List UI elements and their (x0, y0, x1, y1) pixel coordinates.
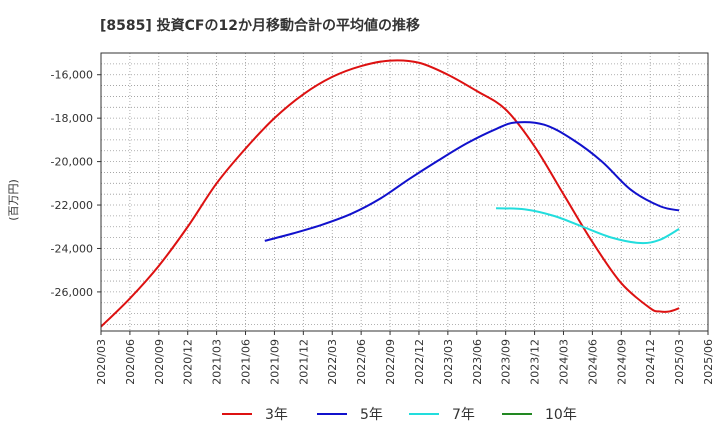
x-tick-label: 2022/12 (413, 339, 426, 385)
grid-lines (100, 52, 709, 331)
x-tick-label: 2025/06 (702, 339, 715, 385)
legend-label-3: 10年 (545, 407, 577, 423)
x-tick-label: 2022/03 (326, 339, 339, 385)
x-tick-label: 2021/12 (297, 339, 310, 385)
x-tick-label: 2020/06 (124, 339, 137, 385)
series-line-2 (495, 207, 680, 245)
legend: 3年 5年 7年 10年 (222, 407, 577, 423)
x-tick-label: 2023/06 (471, 339, 484, 385)
x-tick-label: 2020/03 (95, 339, 108, 385)
x-tick-label: 2021/03 (211, 339, 224, 385)
series-lines (100, 59, 680, 328)
legend-label-2: 7年 (452, 407, 475, 423)
x-tick-label: 2023/12 (529, 339, 542, 385)
x-tick-label: 2022/06 (355, 339, 368, 385)
y-tick-label: -16,000 (51, 69, 93, 82)
chart-title: [8585] 投資CFの12か月移動合計の平均値の推移 (100, 17, 420, 34)
x-tick-label: 2021/09 (268, 339, 281, 385)
x-tick-label: 2022/09 (384, 339, 397, 385)
legend-label-1: 5年 (360, 407, 383, 423)
x-tick-label: 2020/09 (153, 339, 166, 385)
x-tick-label: 2020/12 (182, 339, 195, 385)
y-axis-label: (百万円) (7, 179, 20, 221)
y-tick-label: -26,000 (51, 286, 93, 299)
series-line-1 (264, 121, 680, 242)
y-tick-label: -18,000 (51, 112, 93, 125)
x-tick-label: 2024/06 (586, 339, 599, 385)
y-tick-label: -24,000 (51, 242, 93, 255)
plot-area-frame (100, 52, 709, 332)
x-tick-label: 2023/09 (500, 339, 513, 385)
x-tick-label: 2025/03 (673, 339, 686, 385)
x-tick-label: 2024/12 (644, 339, 657, 385)
x-tick-label: 2021/06 (240, 339, 253, 385)
x-tick-label: 2023/03 (442, 339, 455, 385)
y-tick-labels: -16,000 -18,000 -20,000 -22,000 -24,000 -26,0… (51, 69, 101, 299)
legend-label-0: 3年 (265, 407, 288, 423)
x-tick-labels: 2020/03 2020/06 2020/09 2020/12 2021/03 2021/… (95, 331, 715, 385)
series-line-0 (100, 59, 680, 328)
y-tick-label: -20,000 (51, 156, 93, 169)
x-tick-label: 2024/09 (615, 339, 628, 385)
y-tick-label: -22,000 (51, 199, 93, 212)
x-tick-label: 2024/03 (557, 339, 570, 385)
